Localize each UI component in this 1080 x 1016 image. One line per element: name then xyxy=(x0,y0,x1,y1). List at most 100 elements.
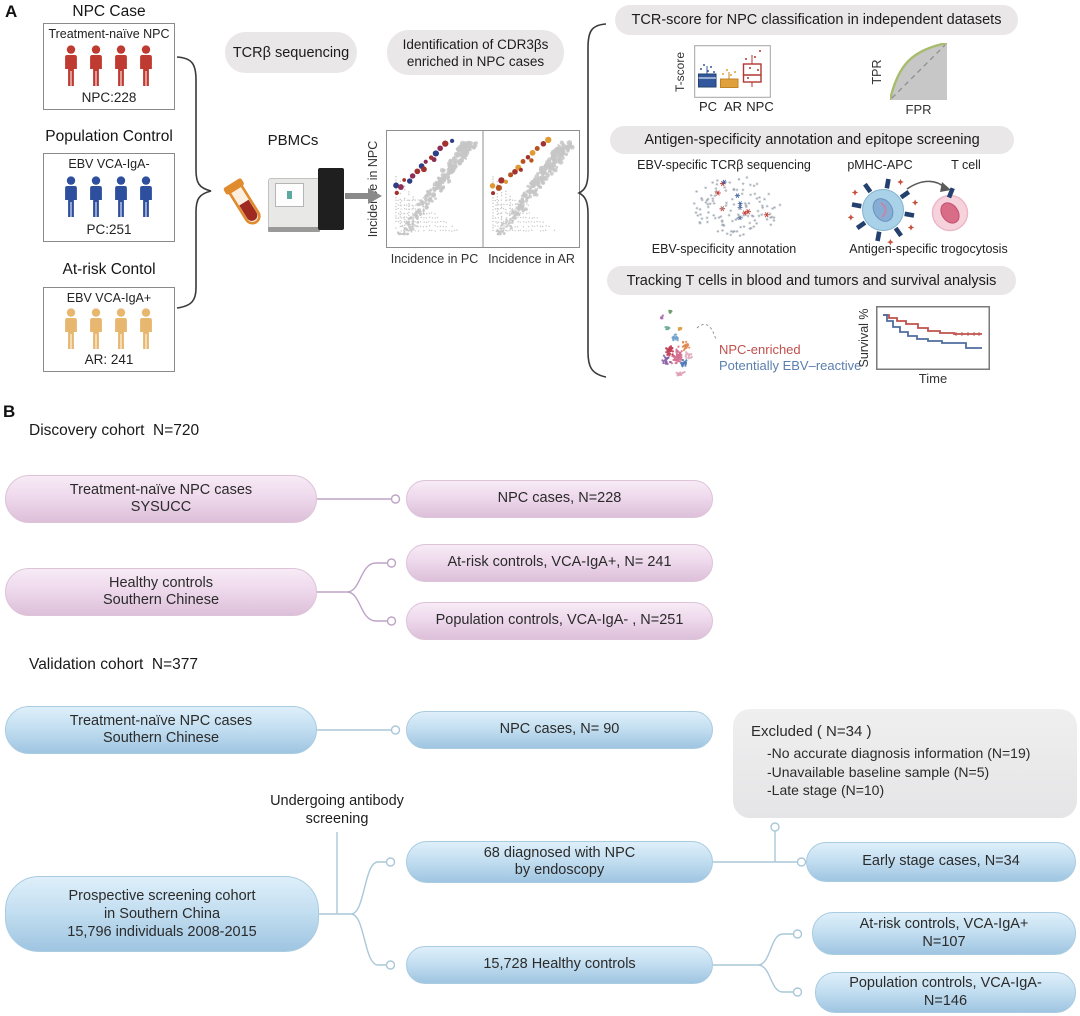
survival-plot xyxy=(876,306,990,370)
identification-line1: Identification of CDR3βs xyxy=(402,36,549,52)
people-icons-tan xyxy=(65,307,152,349)
box-prospective-line3: 15,796 individuals 2008-2015 xyxy=(67,924,257,940)
section3-title-pill: Tracking T cells in blood and tumors and… xyxy=(607,266,1016,295)
cohort-count-pc: PC:251 xyxy=(86,222,132,237)
box-atrisk107-line1: At-risk controls, VCA-IgA+ xyxy=(859,916,1029,932)
pbmcs-label: PBMCs xyxy=(267,132,319,149)
survival-ylabel: Survival % xyxy=(857,308,871,368)
scatter-xlabel-pc: Incidence in PC xyxy=(390,252,479,266)
box-npc-cases-228: NPC cases, N=228 xyxy=(406,480,713,518)
cohort-box-pc: EBV VCA-IgA- PC:251 xyxy=(43,153,175,242)
tscore-ylabel-wrap: T-score xyxy=(672,45,688,98)
discovery-cohort-title: Discovery cohort N=720 xyxy=(29,422,200,439)
box-diagnosed-line1: 68 diagnosed with NPC xyxy=(483,844,636,861)
box-atrisk-241: At-risk controls, VCA-IgA+, N= 241 xyxy=(406,544,713,582)
box-prospective-cohort: Prospective screening cohort in Southern… xyxy=(5,876,319,952)
ebv-annotation-label: EBV-specificity annotation xyxy=(651,242,797,256)
box-diagnosed-68: 68 diagnosed with NPC by endoscopy xyxy=(406,841,713,883)
box-val-npc-cases: Treatment-naïve NPC cases Southern Chine… xyxy=(5,706,317,754)
identification-line2: enriched in NPC cases xyxy=(406,53,545,69)
tscore-ylabel: T-score xyxy=(673,51,687,92)
excluded-item-1: -No accurate diagnosis information (N=19… xyxy=(767,745,1031,761)
panel-b-label: B xyxy=(3,402,16,421)
tcell-label: T cell xyxy=(951,158,981,172)
tcrb-sequencing-pill: TCRβ sequencing xyxy=(225,32,357,73)
roc-ylabel-wrap: TPR xyxy=(869,43,885,100)
scatter-ylabel-wrap: Incidence in NPC xyxy=(364,130,382,248)
excluded-title: Excluded ( N=34 ) xyxy=(751,723,872,740)
people-icons-blue xyxy=(65,175,152,217)
sequencer-icon xyxy=(268,168,344,234)
cohort-sub-npc: Treatment-naïve NPC xyxy=(48,27,170,41)
excluded-item-3: -Late stage (N=10) xyxy=(767,782,885,798)
cohort-box-ar: EBV VCA-IgA+ AR: 241 xyxy=(43,287,175,372)
box-healthy-line2: Southern Chinese xyxy=(102,592,220,608)
scatter-ylabel: Incidence in NPC xyxy=(366,140,380,238)
trogocytosis-arrow xyxy=(906,180,946,190)
antibody-screening-label: Undergoing antibody screening xyxy=(244,793,430,828)
incidence-scatter-plots xyxy=(386,130,580,248)
survival-ylabel-wrap: Survival % xyxy=(856,306,872,370)
pmhc-apc-icon xyxy=(847,178,919,246)
antibody-line1: Undergoing antibody xyxy=(270,793,404,809)
box-healthy-15728: 15,728 Healthy controls xyxy=(406,946,713,984)
pink-connectors xyxy=(317,498,391,622)
panel-a-label: A xyxy=(5,2,18,21)
box-atrisk107-line2: N=107 xyxy=(922,933,966,950)
roc-curve-plot xyxy=(890,43,947,100)
right-curly-brace xyxy=(577,23,607,378)
ebv-seq-label: EBV-specific TCRβ sequencing xyxy=(637,158,811,172)
box-disc-npc-cases: Treatment-naïve NPC cases SYSUCC xyxy=(5,475,317,523)
legend-npc-enriched: NPC-enriched xyxy=(719,342,801,357)
boxplot-cat-ar: AR xyxy=(723,99,743,114)
roc-xlabel: FPR xyxy=(905,102,932,117)
survival-xlabel: Time xyxy=(918,371,948,386)
tscore-boxplot xyxy=(694,45,771,98)
box-val-line2: Southern Chinese xyxy=(102,730,220,746)
cohort-count-ar: AR: 241 xyxy=(84,352,134,367)
validation-cohort-title: Validation cohort N=377 xyxy=(29,656,199,673)
section2-title-pill: Antigen-specificity annotation and epito… xyxy=(610,126,1014,154)
trogocytosis-label: Antigen-specific trogocytosis xyxy=(849,242,1008,256)
sequencer-base xyxy=(268,227,320,232)
box-npc-cases-90: NPC cases, N= 90 xyxy=(406,711,713,749)
roc-ylabel: TPR xyxy=(870,59,884,84)
boxplot-cat-pc: PC xyxy=(698,99,718,114)
legend-ebv-reactive: Potentially EBV–reactive xyxy=(719,358,862,373)
cohort-title-pc: Population Control xyxy=(45,128,173,145)
sequencer-screen xyxy=(275,183,304,207)
section1-title-pill: TCR-score for NPC classification in inde… xyxy=(615,5,1018,35)
sequencer-tower xyxy=(318,168,344,230)
cohort-title-npc: NPC Case xyxy=(72,3,146,20)
cohort-box-npc: Treatment-naïve NPC NPC:228 xyxy=(43,23,175,110)
box-healthy-line1: Healthy controls xyxy=(109,574,213,591)
umap-plot xyxy=(659,309,694,377)
pmhc-label: pMHC-APC xyxy=(847,158,913,172)
antibody-line2: screening xyxy=(305,810,369,827)
survival-curve-red xyxy=(883,314,982,335)
box-population-146: Population controls, VCA-IgA- N=146 xyxy=(815,972,1076,1013)
cohort-sub-pc: EBV VCA-IgA- xyxy=(68,157,150,171)
box-pop146-line2: N=146 xyxy=(923,992,968,1009)
cohort-sub-ar: EBV VCA-IgA+ xyxy=(66,291,152,305)
box-val-line1: Treatment-naïve NPC cases xyxy=(69,712,253,729)
box-atrisk-107: At-risk controls, VCA-IgA+ N=107 xyxy=(812,912,1076,955)
box-disc-npc-line1: Treatment-naïve NPC cases xyxy=(69,481,253,498)
box-prospective-line2: in Southern China xyxy=(103,906,221,922)
box-pop146-line1: Population controls, VCA-IgA- xyxy=(849,975,1042,991)
identification-pill: Identification of CDR3βs enriched in NPC… xyxy=(387,30,564,75)
box-healthy-controls: Healthy controls Southern Chinese xyxy=(5,568,317,616)
box-early-stage-34: Early stage cases, N=34 xyxy=(806,842,1076,882)
cohort-count-npc: NPC:228 xyxy=(81,90,137,105)
cohort-title-ar: At-risk Contol xyxy=(62,261,156,278)
box-population-251: Population controls, VCA-IgA- , N=251 xyxy=(406,602,713,640)
pmhc-tcell-icons xyxy=(847,178,969,246)
excluded-item-2: -Unavailable baseline sample (N=5) xyxy=(767,763,990,780)
boxplot-cat-npc: NPC xyxy=(746,99,774,114)
box-diagnosed-line2: by endoscopy xyxy=(514,862,605,878)
blood-tube-icon xyxy=(223,178,261,225)
box-disc-npc-line2: SYSUCC xyxy=(130,499,192,515)
tcell-icon xyxy=(931,187,969,232)
box-prospective-line1: Prospective screening cohort xyxy=(68,888,256,904)
